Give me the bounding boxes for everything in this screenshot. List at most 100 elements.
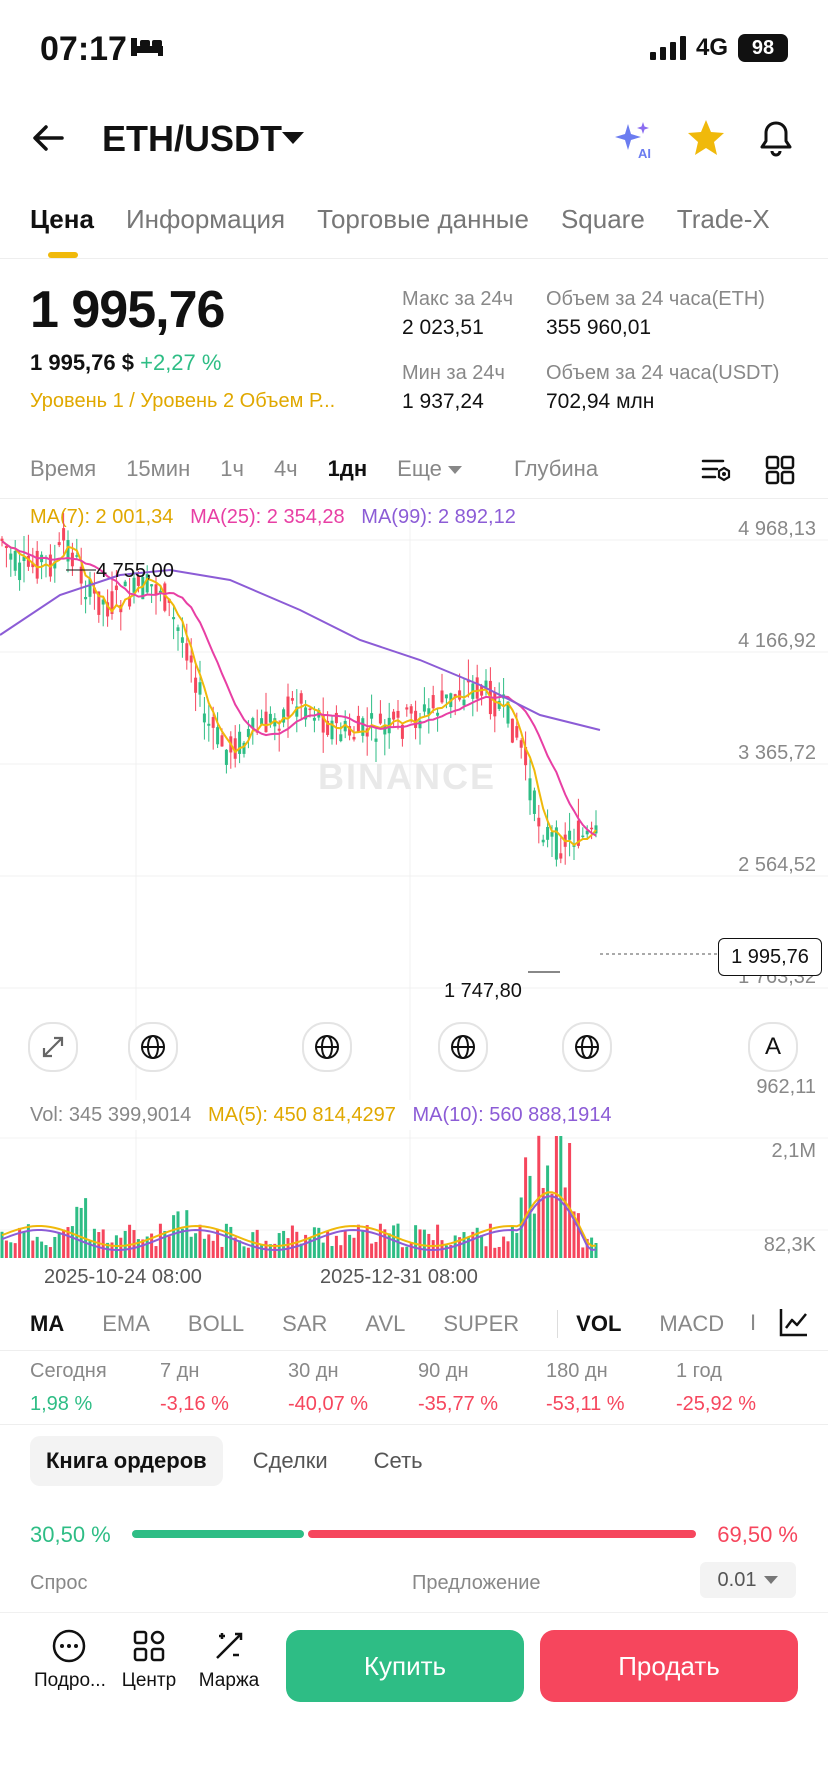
volume-bar bbox=[466, 1236, 470, 1258]
tab-price[interactable]: Цена bbox=[30, 204, 94, 234]
bell-icon[interactable] bbox=[756, 118, 796, 158]
volume-chart[interactable] bbox=[0, 1130, 828, 1260]
favorite-star-icon[interactable] bbox=[686, 118, 726, 158]
y-axis-label: 3 365,72 bbox=[738, 742, 816, 764]
ai-sparkle-icon[interactable]: AI bbox=[612, 118, 656, 162]
globe-icon[interactable] bbox=[562, 1022, 612, 1072]
price-chart[interactable] bbox=[0, 500, 828, 1100]
candle-body bbox=[194, 677, 198, 693]
indicator-ema[interactable]: EMA bbox=[102, 1311, 150, 1336]
volume-bar bbox=[409, 1243, 413, 1258]
volume-bar bbox=[260, 1244, 264, 1258]
candle-body bbox=[554, 827, 558, 860]
tab-trade-x[interactable]: Trade-X bbox=[676, 204, 770, 234]
battery-indicator: 98 bbox=[738, 34, 788, 62]
apps-grid-icon bbox=[133, 1630, 165, 1662]
indicator-vol[interactable]: VOL bbox=[576, 1311, 622, 1336]
candle-body bbox=[541, 839, 545, 843]
volume-bar bbox=[106, 1242, 110, 1258]
depth-tab[interactable]: Глубина bbox=[514, 456, 599, 481]
candle-body bbox=[590, 827, 594, 830]
candle-body bbox=[515, 726, 519, 738]
candle-body bbox=[246, 728, 250, 737]
volume-bar bbox=[18, 1227, 22, 1258]
ma25-value: MA(25): 2 354,28 bbox=[190, 506, 345, 528]
candle-body bbox=[581, 835, 585, 838]
chart-settings-icon[interactable] bbox=[700, 454, 732, 486]
indicator-more[interactable]: I bbox=[750, 1310, 757, 1335]
font-size-button[interactable]: A bbox=[748, 1022, 798, 1072]
volume-legend: Vol: 345 399,9014 MA(5): 450 814,4297 MA… bbox=[30, 1104, 612, 1127]
sell-button[interactable]: Продать bbox=[540, 1630, 798, 1702]
volume-bar bbox=[378, 1223, 382, 1258]
indicator-avl[interactable]: AVL bbox=[365, 1311, 406, 1336]
orderbook-tabs: Книга ордеров Сделки Сеть bbox=[30, 1436, 439, 1486]
network-type: 4G bbox=[696, 34, 729, 61]
candle-body bbox=[532, 790, 536, 814]
timeframe-15m[interactable]: 15мин bbox=[126, 456, 191, 481]
globe-icon[interactable] bbox=[438, 1022, 488, 1072]
candle-body bbox=[84, 596, 88, 600]
timeframe-1d[interactable]: 1дн bbox=[327, 456, 368, 481]
vol-ma-line bbox=[1, 1191, 597, 1248]
tab-trades[interactable]: Сделки bbox=[252, 1448, 328, 1473]
volume-bar bbox=[334, 1235, 338, 1258]
indicator-sar[interactable]: SAR bbox=[282, 1311, 328, 1336]
timeframe-more-label: Еще bbox=[397, 456, 442, 481]
volume-value: Vol: 345 399,9014 bbox=[30, 1104, 192, 1126]
tab-info[interactable]: Информация bbox=[125, 204, 286, 234]
ma-legend: MA(7): 2 001,34 MA(25): 2 354,28 MA(99):… bbox=[30, 506, 516, 529]
more-button[interactable]: Подро... bbox=[34, 1628, 106, 1692]
volume-bar bbox=[414, 1225, 418, 1258]
volume-bar bbox=[75, 1206, 79, 1258]
globe-icon[interactable] bbox=[128, 1022, 178, 1072]
candle-body bbox=[260, 718, 264, 725]
tab-trading-data[interactable]: Торговые данные bbox=[317, 204, 529, 234]
timeframe-4h[interactable]: 4ч bbox=[273, 456, 298, 481]
indicator-super[interactable]: SUPER bbox=[443, 1311, 520, 1336]
layout-grid-icon[interactable] bbox=[764, 454, 796, 486]
margin-button[interactable]: Маржа bbox=[194, 1628, 264, 1692]
candle-body bbox=[414, 710, 418, 728]
expand-icon[interactable] bbox=[28, 1022, 78, 1072]
candle-body bbox=[88, 578, 92, 597]
line-chart-icon[interactable] bbox=[778, 1306, 810, 1338]
globe-icon[interactable] bbox=[302, 1022, 352, 1072]
volume-bar bbox=[352, 1237, 356, 1258]
candle-body bbox=[405, 707, 409, 710]
vol-usdt-value: 702,94 млн bbox=[546, 390, 655, 413]
indicator-ma[interactable]: MA bbox=[30, 1311, 65, 1336]
candle-body bbox=[180, 637, 184, 643]
level-links[interactable]: Уровень 1 / Уровень 2 Объем Р... bbox=[30, 390, 336, 412]
candle-body bbox=[268, 713, 272, 723]
candle-body bbox=[559, 853, 563, 859]
indicator-boll[interactable]: BOLL bbox=[187, 1311, 245, 1336]
volume-bar bbox=[4, 1240, 8, 1258]
candle-body bbox=[145, 574, 149, 593]
indicator-settings[interactable] bbox=[770, 1300, 826, 1346]
active-tab-indicator bbox=[48, 252, 78, 258]
precision-select[interactable]: 0.01 bbox=[700, 1562, 796, 1598]
tab-orderbook[interactable]: Книга ордеров bbox=[30, 1436, 223, 1486]
volume-bar bbox=[304, 1234, 308, 1258]
center-button[interactable]: Центр bbox=[114, 1628, 184, 1692]
candle-body bbox=[106, 602, 110, 617]
candle-body bbox=[242, 742, 246, 754]
candle-body bbox=[13, 551, 17, 571]
pair-selector[interactable]: ETH/USDT bbox=[102, 118, 282, 159]
last-price-tag[interactable]: 1 995,76 bbox=[718, 938, 822, 976]
timeframe-more[interactable]: Еще bbox=[397, 456, 463, 482]
buy-button[interactable]: Купить bbox=[286, 1630, 524, 1702]
candle-body bbox=[202, 713, 206, 723]
volume-bar bbox=[488, 1223, 492, 1258]
indicator-macd[interactable]: MACD bbox=[659, 1311, 725, 1336]
performance-grid: Сегодня 7 дн 30 дн 90 дн 180 дн 1 год 1,… bbox=[30, 1360, 810, 1416]
timeframe-1h[interactable]: 1ч bbox=[220, 456, 244, 481]
back-arrow-icon[interactable] bbox=[28, 118, 68, 158]
ask-percent: 69,50 % bbox=[717, 1522, 798, 1547]
chevron-down-icon[interactable] bbox=[282, 132, 304, 144]
candle-body bbox=[400, 724, 404, 739]
tab-square[interactable]: Square bbox=[560, 204, 645, 234]
tab-network[interactable]: Сеть bbox=[373, 1448, 423, 1473]
timeframe-time[interactable]: Время bbox=[30, 456, 97, 481]
